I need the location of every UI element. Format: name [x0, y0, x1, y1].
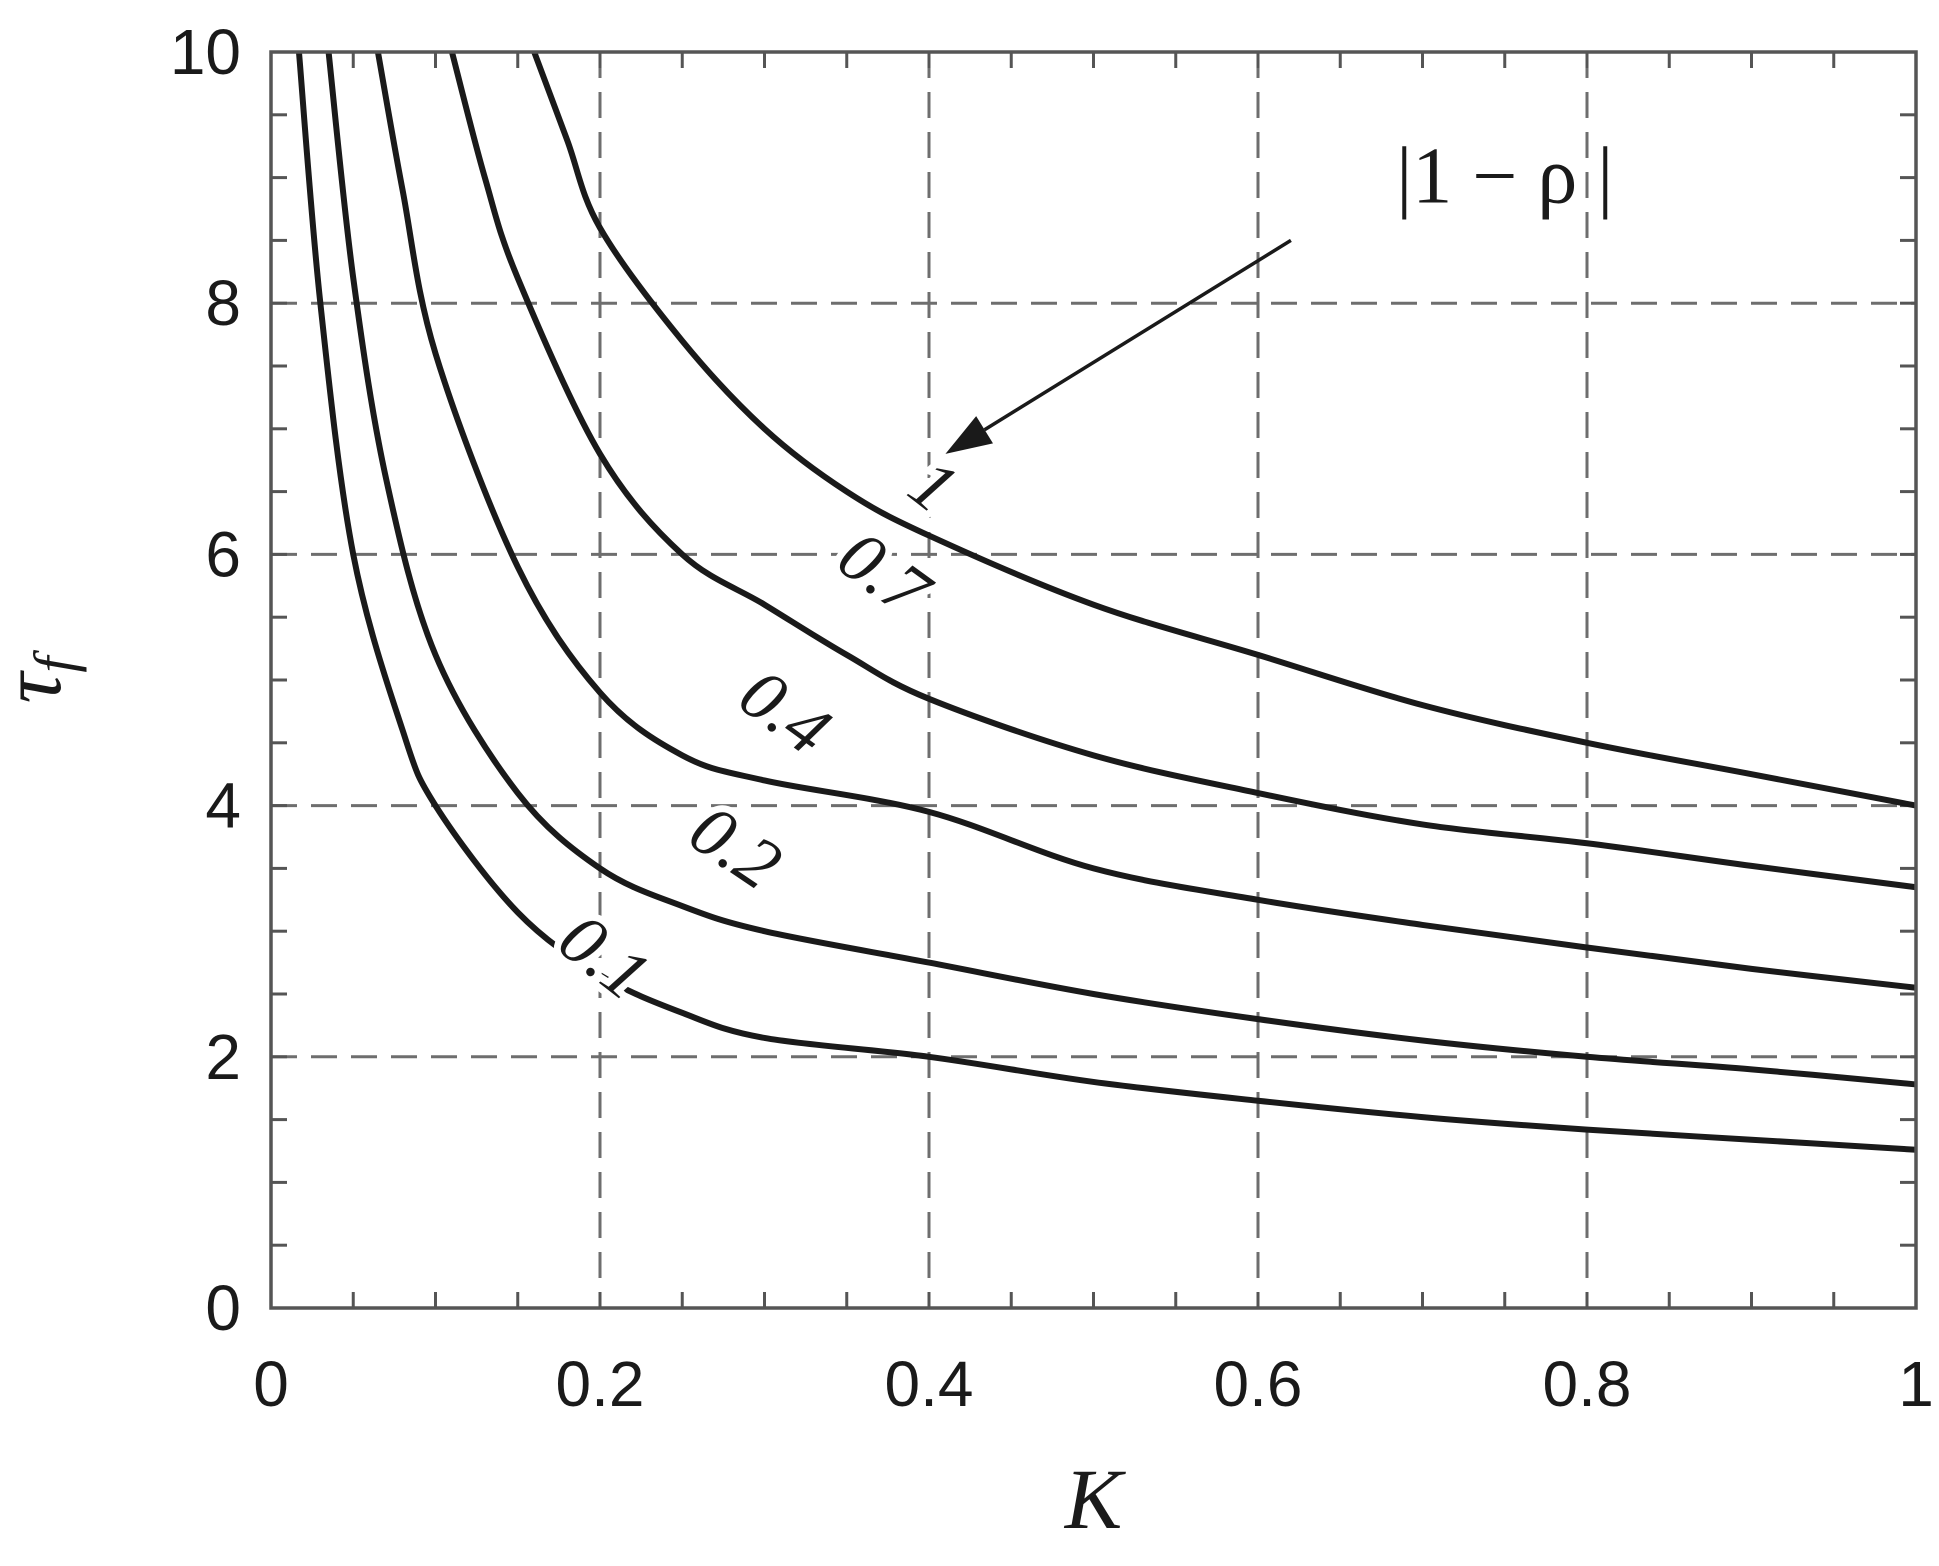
y-tick-label: 2: [205, 1021, 241, 1093]
y-tick-label: 8: [205, 267, 241, 339]
x-tick-label: 0.4: [885, 1348, 974, 1420]
axis-ticks: [271, 52, 1916, 1308]
y-tick-label: 6: [205, 518, 241, 590]
curves: [295, 50, 1917, 1153]
annotation-text: |1 − ρ |: [1396, 133, 1613, 221]
grid-lines: [271, 52, 1916, 1308]
curve-0-7: [449, 51, 1917, 891]
x-axis-label: K: [1063, 1451, 1127, 1547]
x-tick-label: 0.6: [1214, 1348, 1303, 1420]
plot-frame: [269, 50, 1918, 1310]
annotation: |1 − ρ |: [945, 133, 1613, 454]
x-tick-labels: 0 0.2 0.4 0.6 0.8 1: [253, 1348, 1934, 1420]
curve-1: [531, 50, 1917, 809]
curve-0-4: [374, 51, 1917, 991]
curve-0-2: [325, 51, 1917, 1088]
y-axis-label: τf: [0, 650, 87, 704]
y-axis-label-subscript: f: [22, 650, 87, 673]
y-tick-label: 0: [205, 1272, 241, 1344]
curve-label: 1: [895, 443, 973, 528]
x-tick-label: 1: [1898, 1348, 1934, 1420]
y-tick-label: 4: [205, 770, 241, 842]
annotation-arrow-head: [945, 416, 993, 454]
x-tick-label: 0: [253, 1348, 289, 1420]
y-tick-label: 10: [170, 16, 241, 88]
x-tick-label: 0.8: [1543, 1348, 1632, 1420]
y-tick-labels: 0 2 4 6 8 10: [170, 16, 241, 1344]
curve-0-1: [295, 51, 1917, 1153]
curve-label: 0.4: [725, 653, 845, 771]
x-tick-label: 0.2: [556, 1348, 645, 1420]
annotation-arrow: [983, 238, 1292, 432]
